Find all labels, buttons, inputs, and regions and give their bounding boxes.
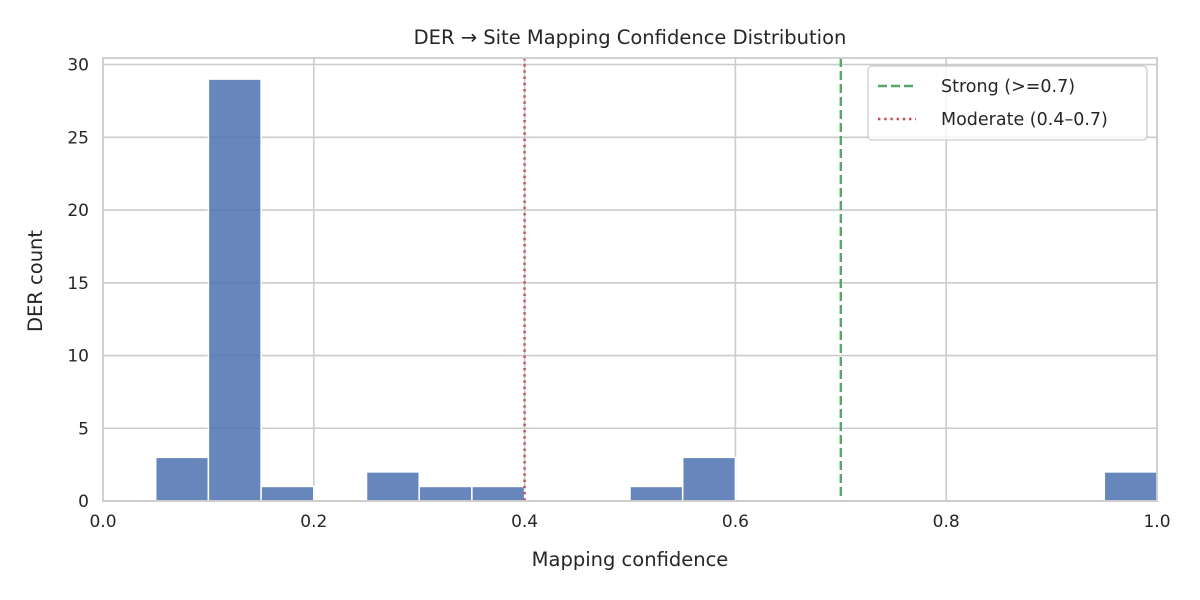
x-tick-label: 0.4 (511, 512, 538, 532)
x-tick-label: 0.2 (300, 512, 327, 532)
histogram-bar (154, 456, 210, 502)
reference-lines (523, 58, 842, 501)
x-tick-label: 1.0 (1143, 512, 1170, 532)
histogram-bar (629, 485, 684, 502)
x-tick-label: 0.8 (933, 512, 960, 532)
x-axis-ticks: 0.0 0.2 0.4 0.6 0.8 1.0 (89, 512, 1170, 532)
histogram-bar (681, 456, 737, 502)
x-tick-label: 0.6 (722, 512, 749, 532)
histogram-bar (365, 471, 420, 502)
y-axis-ticks: 0 5 10 15 20 25 30 (67, 56, 89, 512)
histogram-bar (471, 485, 526, 502)
y-tick-label: 0 (78, 492, 89, 512)
legend-label: Strong (>=0.7) (941, 77, 1075, 97)
plot-border (102, 57, 1158, 502)
histogram-bar (1103, 471, 1158, 502)
y-tick-label: 15 (67, 274, 89, 294)
histogram-bar (207, 78, 262, 502)
legend-label: Moderate (0.4–0.7) (941, 110, 1108, 130)
histogram-bar (260, 485, 315, 502)
histogram-bars (154, 78, 1158, 502)
y-tick-label: 5 (78, 419, 89, 439)
y-tick-label: 30 (67, 56, 89, 76)
x-axis-title: Mapping confidence (532, 548, 729, 571)
y-axis-title: DER count (24, 230, 47, 332)
y-tick-label: 25 (67, 128, 89, 148)
chart-title: DER → Site Mapping Confidence Distributi… (414, 26, 847, 49)
legend: Strong (>=0.7) Moderate (0.4–0.7) (867, 65, 1148, 141)
y-tick-label: 10 (67, 347, 89, 367)
legend-box (867, 65, 1148, 141)
plot-frame (102, 57, 1158, 502)
x-tick-label: 0.0 (89, 512, 116, 532)
y-tick-label: 20 (67, 201, 89, 221)
histogram-bar (418, 485, 473, 502)
